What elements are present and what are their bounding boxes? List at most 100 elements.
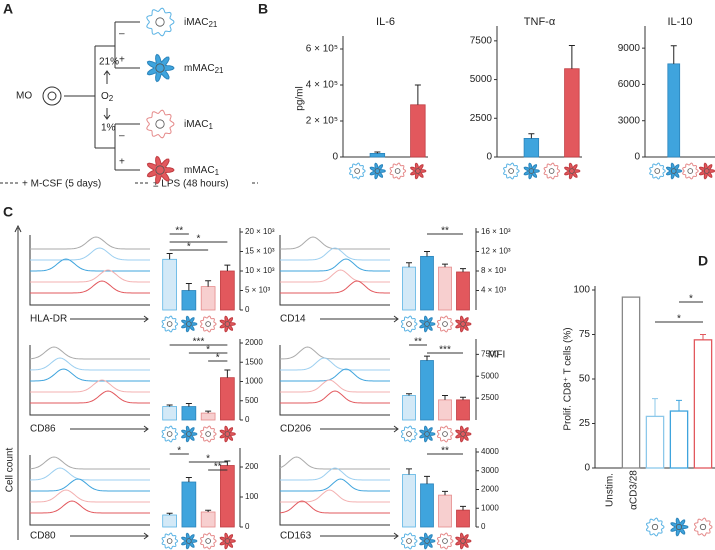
histogram-curve [280,478,390,492]
histogram-curve [29,346,150,360]
significance-label: * [187,242,191,253]
cell-nucleus [699,523,707,531]
panel-label: A [3,1,13,17]
bar [456,271,470,311]
x-axis-label: HLA-DR [30,314,67,325]
cell-nucleus [354,168,360,174]
group-sub: 1 [215,168,220,177]
y-tick-label: 0 [245,522,250,531]
error-bar [460,268,466,272]
x-axis-label: CD86 [30,424,56,435]
cell-icon [645,517,665,537]
y-tick-label: 7500 [470,35,493,46]
error-bar [224,369,231,378]
cell-nucleus [155,119,165,129]
histogram-curve [279,500,390,514]
histogram-curve [279,456,390,470]
y-tick-label: 16 × 10³ [481,227,511,236]
cell-icon [389,162,407,180]
cell-nucleus [703,168,710,174]
cell-icon [181,425,198,443]
y-tick-label: 4000 [481,447,499,456]
bar [456,399,470,421]
error-bar [185,477,192,482]
y-axis-label: pg/ml [295,86,306,110]
cell-nucleus [186,321,192,327]
cell-nucleus [460,431,466,437]
x-tick-label: αCD3/28 [629,470,640,510]
cell-nucleus [442,321,448,327]
error-bar [424,355,430,361]
error-bar [568,44,575,69]
cell-icon [146,53,175,83]
histogram-curve [280,236,390,250]
bar [162,258,177,311]
histogram-frame [29,455,150,526]
significance-label: * [216,353,220,364]
bar [181,481,197,528]
error-bar [442,395,448,400]
cell-icon [410,162,427,180]
y-tick-label: 3000 [618,115,641,126]
error-bar [374,151,381,154]
cell-icon [543,162,561,180]
error-bar [406,393,412,396]
y-tick-label: 0 [245,415,250,424]
cell-nucleus [224,538,231,544]
o2: O [101,91,109,102]
x-axis-arrow [70,532,149,540]
cell-count-axis [14,224,22,540]
histogram-curve [30,236,150,250]
cell-icon [146,7,175,37]
y-tick-label: 2500 [481,393,499,402]
significance-label: * [677,314,681,325]
histogram-curve [280,269,390,283]
cell-icon [219,425,237,443]
x-axis-arrow [320,315,399,323]
significance-label: * [206,454,210,465]
group-label: iMAC1 [184,119,213,131]
bar [402,395,416,421]
y-tick-label: 2 × 10⁵ [306,116,338,127]
cell-icon [219,532,237,550]
cell-nucleus [548,168,555,174]
histogram-curve [29,456,150,470]
significance-label: *** [439,345,451,356]
cell-icon [401,425,418,443]
histogram-frame [279,235,390,306]
group-label: iMAC21 [184,17,218,29]
cell-icon [693,517,713,537]
bar [645,415,665,469]
cell-icon [455,532,472,550]
x-axis-label: CD14 [280,314,306,325]
cell-nucleus [675,523,683,531]
cell-nucleus [186,538,192,544]
bar [420,360,434,421]
y-tick-label: 25 [579,418,591,429]
bar [369,152,386,158]
error-bar [414,84,421,105]
cell-nucleus [205,431,211,437]
cell-nucleus [442,431,448,437]
panel-label: C [3,204,13,220]
x-tick-label: Unstim. [605,473,616,507]
histogram-curve [29,467,150,481]
histogram-curve [30,379,150,393]
x-axis-arrow [320,532,399,540]
y-tick-label: 5 × 10³ [245,286,270,295]
bar [200,412,216,421]
error-bar [205,280,212,287]
significance-label: ** [414,337,422,348]
bar [669,410,689,469]
panel-a [0,21,258,184]
group-name: iMAC [184,17,208,28]
histogram-curve [30,478,150,492]
y-tick-label: 0 [486,152,492,163]
y-axis-label: Cell count [5,448,16,493]
histogram-curve [30,258,150,272]
y-tick-label: 6000 [618,79,641,90]
histogram-curve [279,346,390,360]
histogram-curve [30,390,150,404]
bar [181,290,197,311]
error-bar [652,398,658,417]
